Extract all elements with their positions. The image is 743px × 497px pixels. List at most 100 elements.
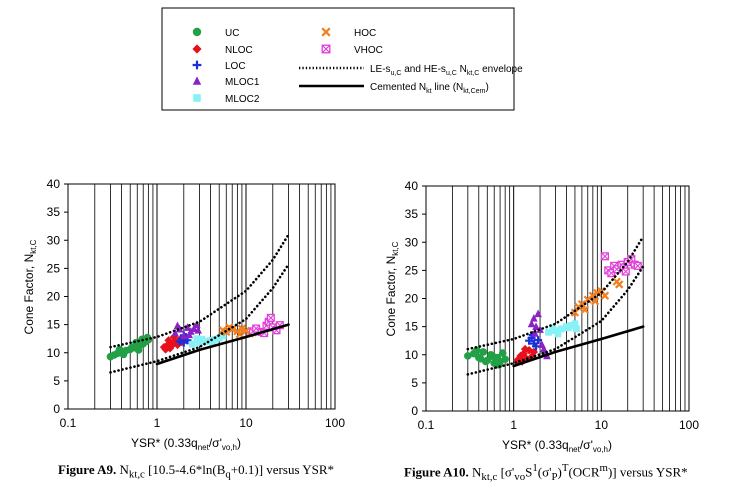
point-mloc1	[532, 322, 540, 331]
point-mloc2	[215, 334, 223, 342]
x-axis: 0.1 1 10 100	[418, 418, 700, 432]
point-uc	[464, 352, 472, 360]
series-mloc2	[545, 320, 580, 338]
envelope-line	[466, 265, 645, 376]
point-nloc	[161, 345, 170, 354]
y-tick-label: 10	[405, 348, 419, 362]
y-tick-label: 35	[405, 207, 419, 221]
point-vhoc	[266, 313, 275, 322]
y-tick-label: 30	[405, 235, 419, 249]
y-tick-label: 0	[411, 404, 418, 418]
point-mloc2	[209, 339, 216, 347]
svg-text:Cone Factor, Nkt,C: Cone Factor, Nkt,C	[384, 241, 400, 336]
point-loc	[534, 336, 543, 345]
legend-entry-loc: LOC	[192, 60, 246, 72]
legend-marker-nloc	[192, 44, 202, 54]
point-uc	[489, 352, 497, 361]
point-nloc	[516, 351, 525, 361]
point-uc	[476, 354, 485, 363]
x-axis-label: YSR* (0.33qnet/σ'vo,h)	[131, 436, 241, 452]
y-tick-label: 35	[47, 205, 61, 219]
y-tick-label: 5	[53, 374, 60, 388]
point-mloc2	[545, 328, 552, 336]
legend-label-mloc2: MLOC2	[225, 94, 260, 105]
point-mloc2	[573, 325, 580, 333]
y-tick-label: 40	[47, 177, 61, 191]
legend-frame	[161, 7, 515, 111]
point-nloc	[520, 344, 530, 354]
legend-label-mloc1: MLOC1	[225, 77, 260, 88]
point-vhoc-cross	[601, 252, 609, 261]
point-nloc	[519, 349, 528, 358]
point-mloc1	[171, 328, 179, 337]
point-mloc1	[530, 313, 538, 322]
x-tick-label: 10	[239, 416, 253, 430]
point-mloc2	[198, 335, 206, 343]
point-uc	[501, 355, 509, 364]
legend-label-loc: LOC	[225, 61, 246, 72]
legend-entry-vhoc: VHOC	[321, 44, 383, 56]
x-tick-label: 100	[679, 418, 699, 432]
data-series	[106, 313, 284, 361]
y-tick-label: 15	[405, 320, 419, 334]
plot-area	[68, 184, 335, 409]
point-mloc2	[202, 338, 209, 345]
y-tick-label: 0	[53, 402, 60, 416]
y-tick-label: 20	[47, 290, 61, 304]
caption-figure-a9: Figure A9. Nkt,c [10.5-4.6*ln(Bq+0.1)] v…	[58, 462, 335, 481]
point-vhoc-cross	[633, 262, 642, 270]
point-hoc	[600, 291, 610, 300]
envelope-line	[109, 263, 290, 374]
x-tick-label: 1	[154, 416, 161, 430]
point-mloc2	[189, 340, 196, 348]
point-mloc2	[193, 335, 201, 343]
y-axis: 0 5 10 15 20 25 30 35 40	[47, 177, 68, 416]
x-axis-label: YSR* (0.33qnet/σ'vo,h)	[502, 438, 612, 454]
point-mloc2	[554, 330, 562, 338]
legend-marker-vhoc	[321, 44, 331, 54]
gridlines	[67, 183, 336, 410]
point-loc	[532, 342, 541, 351]
series-vhoc	[248, 313, 284, 338]
point-vhoc	[600, 252, 610, 261]
chart-figure-a9: Cone Factor, Nkt,C YSR* (0.33qnet/σ'vo,h…	[22, 177, 345, 452]
y-tick-label: 25	[47, 261, 61, 275]
cemented-line	[512, 325, 645, 368]
point-mloc2	[557, 325, 565, 333]
gridlines	[425, 185, 690, 412]
x-tick-label: 10	[595, 418, 609, 432]
point-nloc	[162, 341, 172, 350]
legend-entry-mloc2: MLOC2	[193, 94, 260, 105]
point-mloc1	[185, 330, 193, 339]
legend-envelope-entry: LE-su,C and HE-su,C Nkt,C envelope	[299, 64, 523, 77]
point-hoc	[570, 308, 580, 317]
point-nloc	[164, 336, 173, 345]
y-axis: 0 5 10 15 20 25 30 35 40	[405, 179, 426, 418]
series-mloc1	[171, 320, 202, 340]
series-uc	[106, 333, 153, 361]
svg-text:YSR* (0.33qnet/σ'vo,h): YSR* (0.33qnet/σ'vo,h)	[502, 438, 612, 454]
point-mloc1	[192, 320, 201, 329]
point-hoc	[237, 324, 247, 333]
svg-text:YSR* (0.33qnet/σ'vo,h): YSR* (0.33qnet/σ'vo,h)	[131, 436, 241, 452]
x-axis: 0.1 1 10 100	[60, 416, 346, 430]
point-uc	[498, 349, 507, 357]
legend-marker-mloc2	[193, 94, 201, 102]
plot-area	[426, 186, 689, 411]
legend-envelope-label: LE-su,C and HE-su,C Nkt,C envelope	[370, 64, 523, 77]
envelope-line	[466, 235, 645, 351]
y-axis-label: Cone Factor, Nkt,C	[384, 241, 400, 336]
point-hoc	[225, 323, 234, 332]
chart-figure-a10: Cone Factor, Nkt,C YSR* (0.33qnet/σ'vo,h…	[384, 179, 699, 454]
x-tick-label: 0.1	[60, 416, 77, 430]
point-nloc	[167, 341, 176, 351]
point-vhoc-cross	[267, 314, 275, 322]
legend-items: UC NLOC LOC MLOC1 MLOC2 HOC VHOC	[192, 27, 383, 105]
point-mloc1	[183, 323, 192, 331]
legend-entry-nloc: NLOC	[192, 44, 253, 56]
y-axis-label: Cone Factor, Nkt,C	[22, 239, 38, 334]
y-tick-label: 30	[47, 233, 61, 247]
x-tick-label: 1	[510, 418, 517, 432]
point-mloc1	[534, 309, 542, 318]
